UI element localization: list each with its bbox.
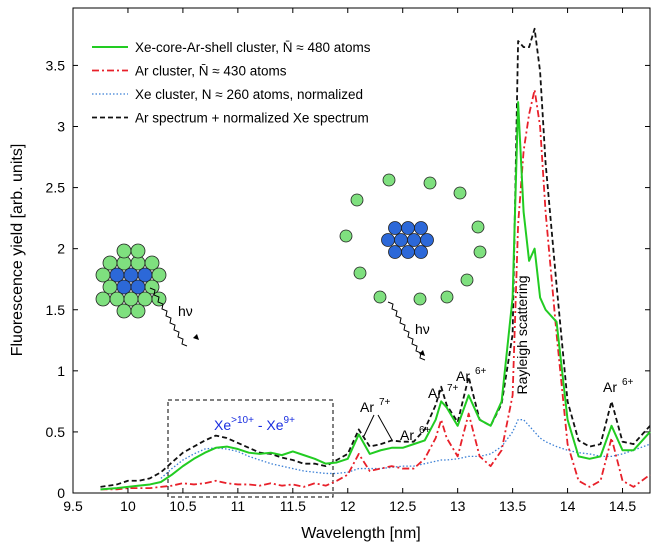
annotation-text: Ar xyxy=(400,427,414,443)
annotation-text: Ar xyxy=(603,379,617,395)
x-axis-label: Wavelength [nm] xyxy=(301,525,420,542)
highlight-box xyxy=(167,399,334,498)
photon-arrow xyxy=(149,287,188,347)
y-tick-label: 0 xyxy=(57,485,65,501)
annotation-pointer xyxy=(363,414,393,441)
photon-label: hν xyxy=(178,303,193,319)
y-tick-label: 3.5 xyxy=(46,57,66,73)
y-tick-label: 3 xyxy=(57,119,65,135)
x-tick-label: 10 xyxy=(120,498,136,514)
arrow-head xyxy=(419,350,425,356)
arrow-head xyxy=(193,334,199,340)
x-tick-label: 12 xyxy=(340,498,356,514)
x-tick-label: 11.5 xyxy=(280,498,306,514)
y-tick-label: 1 xyxy=(57,363,65,379)
series-line xyxy=(100,101,651,491)
xe-annotation-part: Xe xyxy=(214,417,231,433)
y-axis-label: Fluorescence yield [arb. units] xyxy=(9,144,26,357)
xe-annotation-part: 9+ xyxy=(284,415,296,426)
xe-annotation-part: >10+ xyxy=(231,415,254,426)
annotation-text: Ar xyxy=(360,399,374,415)
separated-cluster-icon xyxy=(339,173,487,306)
x-tick-label: 11 xyxy=(231,498,246,514)
legend-label: Ar spectrum + normalized Xe spectrum xyxy=(135,111,369,126)
series-line xyxy=(100,27,651,488)
core-shell-cluster-icon xyxy=(95,243,167,319)
legend-label: Xe cluster, N ≈ 260 atoms, normalized xyxy=(135,87,363,102)
peak-annotation: Ar 7+ xyxy=(360,397,391,415)
y-tick-label: 0.5 xyxy=(46,424,66,440)
rayleigh-label: Rayleigh scattering xyxy=(514,275,530,394)
x-tick-label: 9.5 xyxy=(63,498,83,514)
photon-arrow xyxy=(387,301,426,361)
x-tick-label: 10.5 xyxy=(169,498,196,514)
annotation-sup: 7+ xyxy=(379,397,391,408)
annotation-text: Ar xyxy=(428,385,442,401)
x-tick-label: 12.5 xyxy=(389,498,416,514)
x-tick-label: 13 xyxy=(450,498,466,514)
y-tick-label: 2.5 xyxy=(46,180,66,196)
peak-annotation: Ar 6+ xyxy=(400,425,431,443)
peak-annotation: Ar 6+ xyxy=(603,377,634,395)
y-tick-label: 2 xyxy=(57,241,65,257)
xe-annotation-part: - Xe xyxy=(254,417,284,433)
plot-frame xyxy=(72,7,651,494)
annotation-sup: 7+ xyxy=(447,383,459,394)
annotation-sup: 6+ xyxy=(622,377,634,388)
y-tick-label: 1.5 xyxy=(46,302,66,318)
legend-label: Ar cluster, N̄ ≈ 430 atoms xyxy=(135,64,287,79)
xe-annotation: Xe>10+ - Xe9+ xyxy=(214,415,295,433)
peak-annotation: Ar 6+ xyxy=(456,366,487,384)
series-line xyxy=(160,419,651,479)
annotation-sup: 6+ xyxy=(475,366,487,377)
series-line xyxy=(100,88,651,491)
annotation-sup: 6+ xyxy=(419,425,431,436)
annotation-text: Ar xyxy=(456,368,470,384)
legend-label: Xe-core-Ar-shell cluster, N̄ ≈ 480 atoms xyxy=(135,40,371,55)
photon-label: hν xyxy=(415,321,430,337)
x-tick-label: 14 xyxy=(560,498,576,514)
peak-annotation: Ar 7+ xyxy=(428,383,459,401)
x-tick-label: 13.5 xyxy=(499,498,526,514)
x-tick-label: 14.5 xyxy=(609,498,636,514)
